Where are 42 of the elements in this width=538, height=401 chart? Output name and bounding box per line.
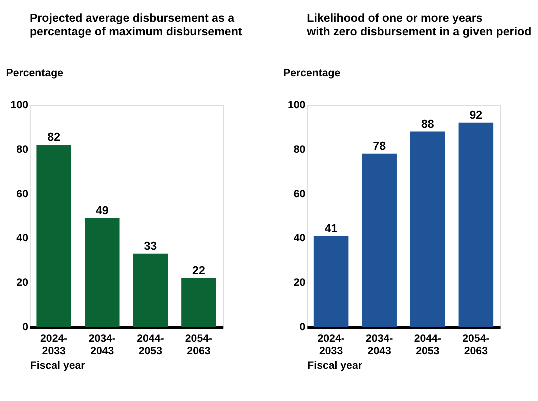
y-axis-title: Percentage xyxy=(6,68,64,80)
y-axis-title: Percentage xyxy=(283,68,341,80)
data-label: 92 xyxy=(470,110,483,122)
y-tick-label: 40 xyxy=(294,232,306,245)
bar xyxy=(182,278,216,328)
y-tick-label: 60 xyxy=(294,188,306,200)
data-label: 78 xyxy=(373,141,387,154)
x-tick-label: 2034-2043 xyxy=(366,333,394,358)
x-tick-label: 2054-2063 xyxy=(185,333,214,358)
data-label: 82 xyxy=(48,132,61,144)
bar xyxy=(410,132,446,328)
y-tick-label: 100 xyxy=(288,99,306,112)
x-axis-title: Fiscal year xyxy=(30,360,86,372)
data-label: 88 xyxy=(421,118,435,131)
x-tick-label: 2054-2063 xyxy=(462,333,490,358)
data-label: 49 xyxy=(96,205,110,218)
y-tick-label: 40 xyxy=(16,232,29,245)
chart-title: Projected average disbursement as a percentage of maximum disbursement xyxy=(30,12,242,39)
x-axis-title: Fiscal year xyxy=(308,360,362,372)
bar xyxy=(36,145,72,328)
y-tick-label: 80 xyxy=(294,144,306,156)
y-tick-label: 20 xyxy=(16,277,29,290)
y-tick-label: 80 xyxy=(16,144,29,156)
data-label: 41 xyxy=(324,223,338,236)
y-tick-label: 0 xyxy=(22,322,29,334)
chart-title: Likelihood of one or more years with zero disbursement in a given period xyxy=(306,12,532,39)
bar xyxy=(133,254,168,328)
y-tick-label: 20 xyxy=(294,277,306,290)
x-tick-label: 2024-2033 xyxy=(318,333,346,358)
x-tick-label: 2034-2043 xyxy=(88,333,116,358)
y-tick-label: 0 xyxy=(300,322,306,334)
x-tick-label: 2024-2033 xyxy=(40,333,68,358)
bar xyxy=(85,218,120,328)
bar xyxy=(362,154,397,328)
data-label: 33 xyxy=(144,241,158,254)
x-tick-label: 2044-2053 xyxy=(137,333,165,358)
data-label: 22 xyxy=(192,265,206,278)
bar xyxy=(458,122,494,328)
bar xyxy=(314,236,349,328)
y-tick-label: 60 xyxy=(16,188,29,200)
x-tick-label: 2044-2053 xyxy=(414,333,442,358)
y-tick-label: 100 xyxy=(10,99,29,112)
